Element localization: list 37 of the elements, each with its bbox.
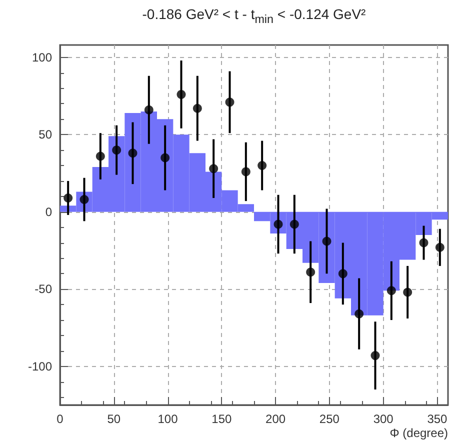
point xyxy=(160,153,170,162)
point xyxy=(435,242,444,252)
y-tick-label: -100 xyxy=(28,359,52,374)
point xyxy=(403,288,412,297)
x-tick-label: 350 xyxy=(427,412,448,426)
point xyxy=(354,309,364,318)
point xyxy=(338,269,348,278)
x-tick-label: 0 xyxy=(56,412,64,426)
point xyxy=(192,104,202,113)
point xyxy=(370,351,380,360)
x-tick-label: 50 xyxy=(107,412,121,426)
point xyxy=(128,148,138,158)
point xyxy=(112,146,122,155)
point xyxy=(322,236,332,246)
x-tick-label: 200 xyxy=(266,412,286,426)
point xyxy=(241,167,250,176)
point xyxy=(64,193,73,202)
x-axis-title: Φ (degree) xyxy=(390,426,448,440)
x-tick-label: 100 xyxy=(158,412,178,426)
point xyxy=(96,152,105,161)
y-tick-label: 0 xyxy=(45,204,52,219)
x-tick-label: 150 xyxy=(212,412,232,426)
point xyxy=(419,238,428,248)
point xyxy=(386,286,396,296)
chart-title: -0.186 GeV² < t - t$_{min}$ < -0.124 GeV² xyxy=(141,6,367,26)
y-tick-label: 50 xyxy=(38,128,52,142)
y-tick-label: -50 xyxy=(34,282,52,296)
point xyxy=(144,105,154,114)
point xyxy=(209,164,218,174)
point xyxy=(306,268,316,277)
point xyxy=(290,220,299,229)
y-tick-label: 100 xyxy=(32,50,52,64)
point xyxy=(176,90,186,99)
point xyxy=(258,161,267,170)
x-tick-label: 300 xyxy=(373,412,394,426)
point xyxy=(225,98,234,107)
x-tick-label: 250 xyxy=(319,412,340,426)
